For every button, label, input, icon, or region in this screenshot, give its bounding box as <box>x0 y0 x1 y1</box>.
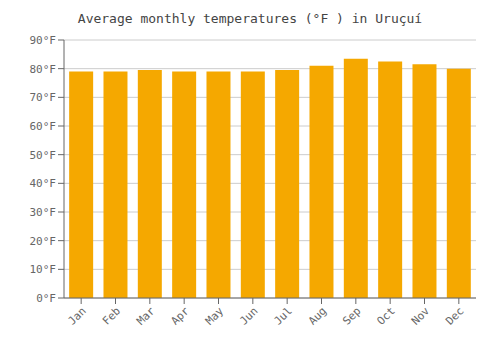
svg-text:70°F: 70°F <box>30 91 57 104</box>
svg-text:Jul: Jul <box>272 304 295 327</box>
svg-text:20°F: 20°F <box>30 235 57 248</box>
svg-text:0°F: 0°F <box>36 292 56 305</box>
svg-text:50°F: 50°F <box>30 149 57 162</box>
svg-text:Jan: Jan <box>66 304 89 327</box>
svg-text:10°F: 10°F <box>30 263 57 276</box>
svg-text:60°F: 60°F <box>30 120 57 133</box>
svg-text:80°F: 80°F <box>30 63 57 76</box>
svg-text:Nov: Nov <box>409 304 433 328</box>
svg-text:Jun: Jun <box>237 304 260 327</box>
svg-text:90°F: 90°F <box>30 34 57 47</box>
html-text:Average monthly temperatures (: Average monthly temperatures (°F ) in Ur… <box>77 11 423 26</box>
svg-text:Sep: Sep <box>340 304 363 327</box>
svg-text:Feb: Feb <box>100 304 123 327</box>
svg-text:Aug: Aug <box>306 304 329 327</box>
svg-text:Mar: Mar <box>134 304 158 328</box>
svg-text:40°F: 40°F <box>30 177 57 190</box>
svg-text:May: May <box>203 304 227 328</box>
svg-text:Apr: Apr <box>169 304 193 328</box>
svg-text:30°F: 30°F <box>30 206 57 219</box>
svg-text:Oct: Oct <box>375 304 398 327</box>
svg-text:Dec: Dec <box>443 304 466 327</box>
